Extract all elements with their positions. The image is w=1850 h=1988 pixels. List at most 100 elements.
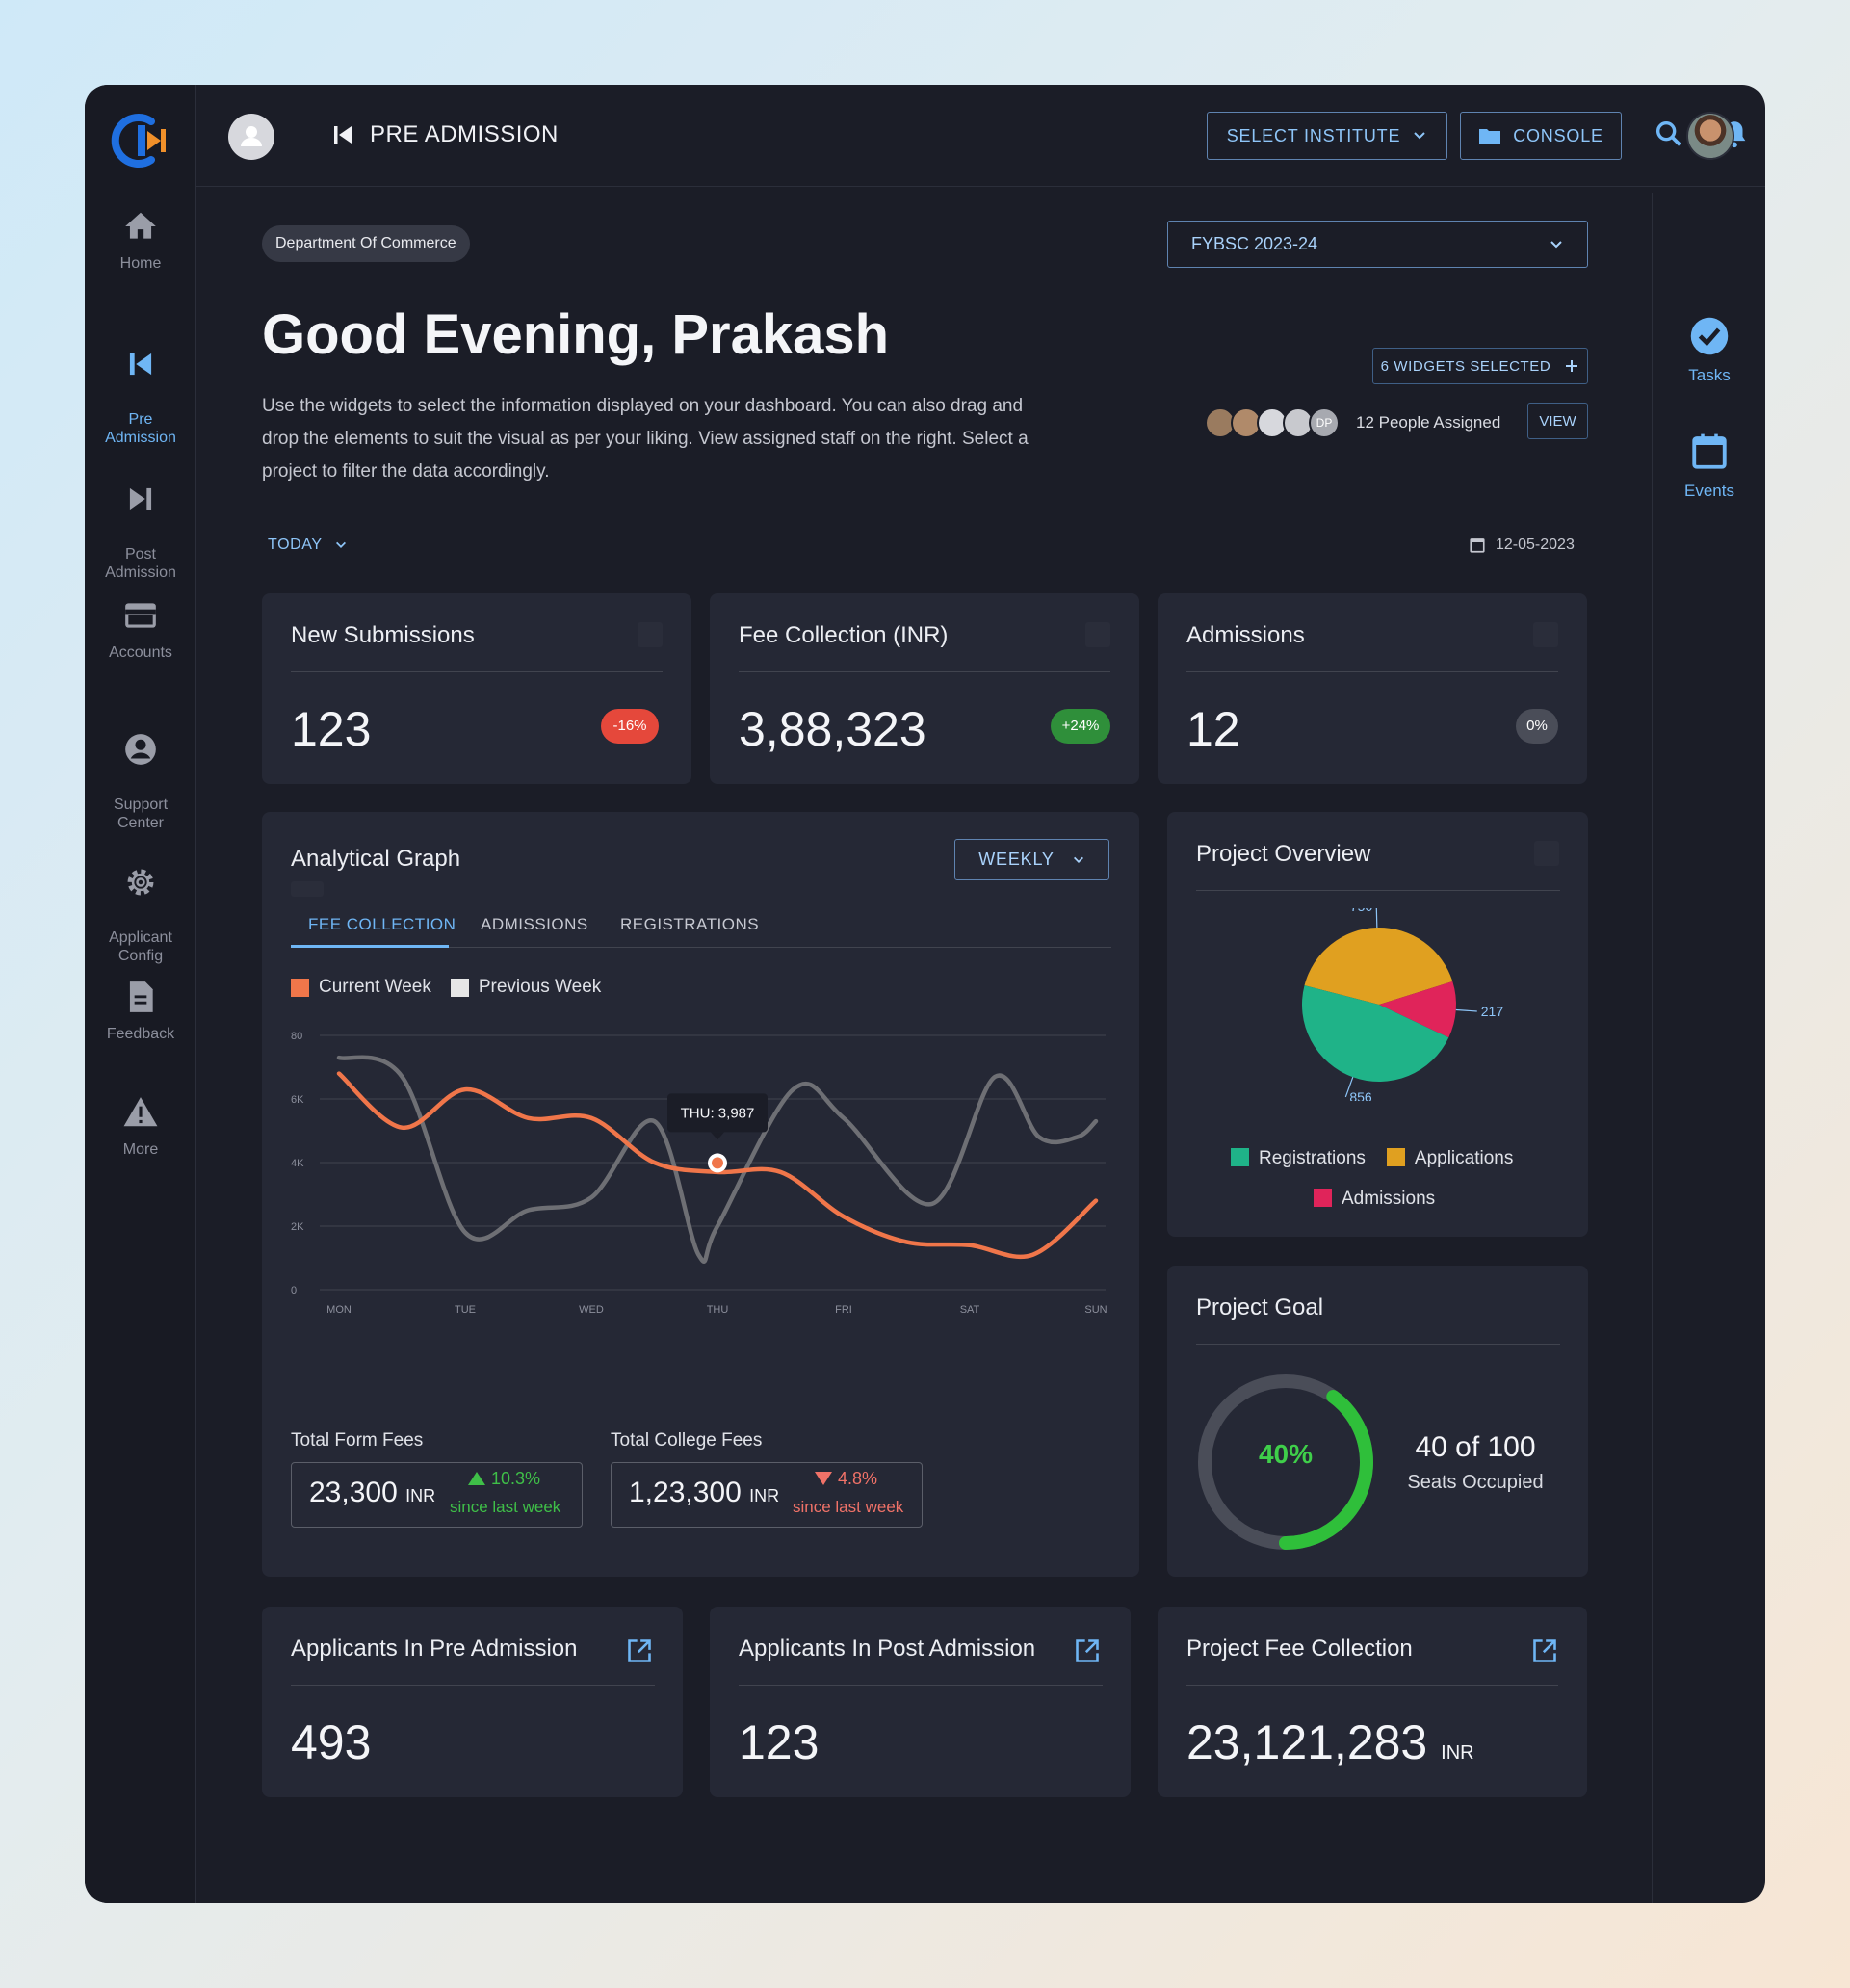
form-fees-delta: 10.3%	[467, 1469, 540, 1489]
tab-divider	[291, 947, 1111, 948]
events-button[interactable]: Events	[1653, 432, 1765, 501]
view-people-button[interactable]: VIEW	[1527, 403, 1588, 439]
chevron-down-icon	[1550, 240, 1562, 248]
college-fees-amount: 1,23,300 INR	[629, 1477, 779, 1509]
widgets-selected-button[interactable]: 6 WIDGETS SELECTED	[1372, 348, 1588, 384]
college-fees-box: 1,23,300 INR 4.8% since last week	[611, 1462, 923, 1528]
triangle-up-icon	[468, 1472, 485, 1485]
college-fees-unit: INR	[749, 1486, 780, 1505]
y-tick-label: 4K	[291, 1158, 304, 1169]
divider	[739, 671, 1110, 672]
user-avatar-placeholder[interactable]	[228, 114, 274, 160]
stat-card-fee-collection[interactable]: Fee Collection (INR) 3,88,323 +24%	[710, 593, 1139, 784]
right-sidebar: Tasks Events	[1652, 193, 1765, 1903]
card-title: Analytical Graph	[291, 846, 461, 872]
card-applicants-pre-admission[interactable]: Applicants In Pre Admission 493	[262, 1607, 683, 1797]
form-fees-value: 23,300	[309, 1477, 398, 1508]
tab-admissions[interactable]: ADMISSIONS	[481, 915, 588, 933]
x-tick-label: FRI	[835, 1304, 852, 1316]
assigned-people-stack[interactable]: DP	[1205, 407, 1342, 438]
sidebar-item-feedback[interactable]: Feedback	[85, 979, 196, 1043]
skip-back-icon[interactable]	[331, 123, 354, 146]
stat-value: 12	[1186, 702, 1240, 756]
y-tick-label: 0	[291, 1285, 297, 1296]
drag-handle[interactable]	[291, 881, 324, 897]
drag-handle[interactable]	[1533, 622, 1558, 647]
sidebar-item-accounts[interactable]: Accounts	[85, 597, 196, 662]
sidebar-item-label: Feedback	[106, 1026, 175, 1042]
search-icon[interactable]	[1653, 118, 1685, 150]
pie-leader-line	[1375, 908, 1378, 929]
legend-item-applications: Applications	[1386, 1148, 1513, 1169]
project-select-value: FYBSC 2023-24	[1191, 234, 1318, 253]
calendar-icon	[1470, 538, 1485, 553]
sidebar-item-label: Post Admission	[105, 546, 176, 581]
change-badge: +24%	[1051, 709, 1110, 744]
range-dropdown[interactable]: WEEKLY	[954, 839, 1109, 880]
y-tick-label: 6K	[291, 1094, 304, 1106]
gear-icon	[127, 869, 154, 896]
card-value: 23,121,283 INR	[1186, 1714, 1474, 1770]
select-institute-button[interactable]: SELECT INSTITUTE	[1207, 112, 1447, 160]
profile-avatar[interactable]	[1686, 112, 1734, 160]
analytical-graph-card: Analytical Graph WEEKLY FEE COLLECTION A…	[262, 812, 1139, 1577]
drag-handle[interactable]	[1085, 622, 1110, 647]
stat-card-new-submissions[interactable]: New Submissions 123 -16%	[262, 593, 691, 784]
legend-item-admissions: Admissions	[1314, 1189, 1435, 1210]
sidebar-item-support-center[interactable]: Support Center	[85, 713, 196, 832]
sidebar-item-applicant-config[interactable]: Applicant Config	[85, 846, 196, 965]
external-link-icon[interactable]	[1531, 1637, 1558, 1664]
chevron-down-icon	[1073, 856, 1083, 863]
folder-icon	[1479, 129, 1501, 144]
project-select[interactable]: FYBSC 2023-24	[1167, 221, 1588, 268]
legend-item-registrations: Registrations	[1231, 1148, 1366, 1169]
chevron-down-icon	[1414, 132, 1425, 140]
drag-handle[interactable]	[638, 622, 663, 647]
tasks-button[interactable]: Tasks	[1653, 316, 1765, 385]
y-tick-label: 2K	[291, 1221, 304, 1233]
stat-card-admissions[interactable]: Admissions 12 0%	[1158, 593, 1587, 784]
card-title: Applicants In Pre Admission	[291, 1635, 578, 1661]
app-logo[interactable]	[109, 110, 170, 171]
sidebar-item-label: More	[122, 1141, 159, 1158]
intro-text: Use the widgets to select the informatio…	[262, 396, 1029, 482]
external-link-icon[interactable]	[626, 1637, 653, 1664]
people-assigned-text: 12 People Assigned	[1356, 413, 1501, 432]
tooltip-text: THU: 3,987	[681, 1105, 755, 1121]
tab-fee-collection[interactable]: FEE COLLECTION	[308, 915, 456, 933]
sidebar-item-more[interactable]: More	[85, 1094, 196, 1159]
department-chip[interactable]: Department Of Commerce	[262, 225, 470, 262]
sidebar-item-label: Accounts	[109, 644, 172, 661]
divider	[1196, 1344, 1560, 1345]
sidebar-item-post-admission[interactable]: Post Admission	[85, 462, 196, 582]
tab-registrations[interactable]: REGISTRATIONS	[620, 915, 760, 933]
chevron-down-icon	[335, 541, 346, 548]
form-fees-box: 23,300 INR 10.3% since last week	[291, 1462, 583, 1528]
sidebar-item-pre-admission[interactable]: Pre Admission	[85, 327, 196, 447]
home-icon	[125, 212, 156, 239]
pie-legend-row-1: Registrations Applications	[1231, 1148, 1513, 1169]
card-value: 493	[291, 1715, 372, 1769]
divider	[1186, 671, 1558, 672]
events-label: Events	[1684, 482, 1734, 500]
x-tick-label: TUE	[455, 1304, 476, 1316]
pie-chart: 750 217 856	[1302, 908, 1504, 1101]
card-value: 123	[739, 1715, 820, 1769]
external-link-icon[interactable]	[1074, 1637, 1101, 1664]
drag-handle[interactable]	[1534, 841, 1559, 866]
pie-slice-registrations	[1302, 985, 1449, 1082]
card-title: Project Overview	[1196, 841, 1371, 867]
date-value: 12-05-2023	[1496, 536, 1575, 553]
sidebar-item-home[interactable]: Home	[85, 208, 196, 273]
console-button[interactable]: CONSOLE	[1460, 112, 1622, 160]
pie-value-label: 217	[1481, 1004, 1504, 1019]
form-fees-since: since last week	[450, 1498, 561, 1516]
period-dropdown[interactable]: TODAY	[268, 536, 348, 554]
card-applicants-post-admission[interactable]: Applicants In Post Admission 123	[710, 1607, 1131, 1797]
card-project-fee-collection[interactable]: Project Fee Collection 23,121,283 INR	[1158, 1607, 1587, 1797]
legend-swatch	[291, 978, 309, 997]
date-display[interactable]: 12-05-2023	[1469, 536, 1575, 554]
project-goal-card: Project Goal 40% 40 of 100 Seats Occupie…	[1167, 1266, 1588, 1577]
delta-value: 10.3%	[491, 1469, 541, 1488]
college-fees-since: since last week	[793, 1498, 904, 1516]
